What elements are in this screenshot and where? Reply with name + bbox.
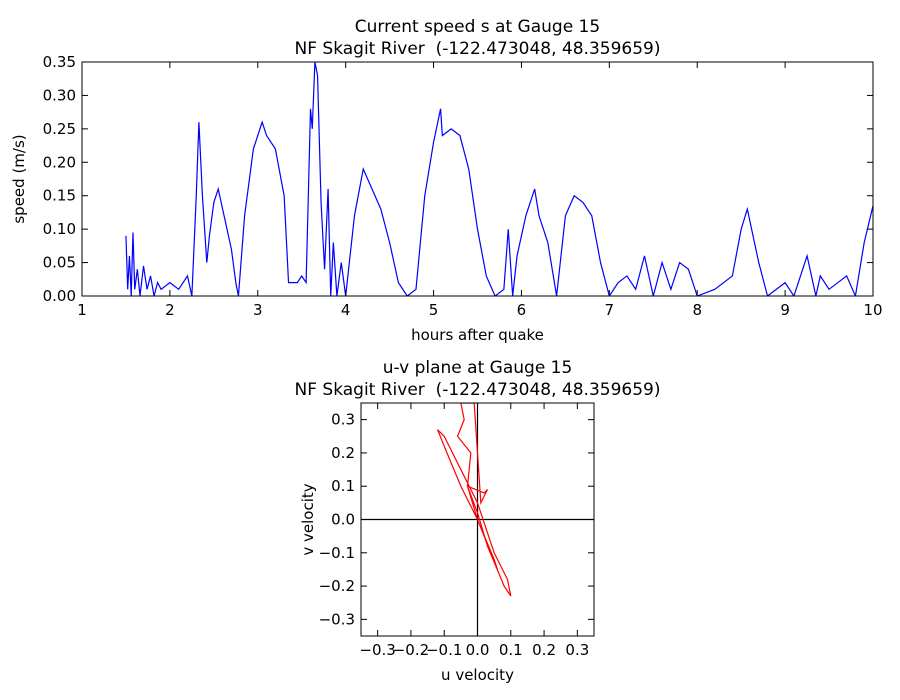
chart-subtitle: NF Skagit River (-122.473048, 48.359659) — [295, 39, 661, 59]
x-tick-label: 0.0 — [466, 641, 490, 659]
x-tick-label: 8 — [692, 301, 702, 319]
x-axis-label: u velocity — [441, 666, 514, 684]
x-tick-label: −0.1 — [426, 641, 462, 659]
y-tick-label: 0.2 — [331, 444, 355, 462]
x-tick-label: 0.1 — [499, 641, 523, 659]
x-tick-label: 6 — [517, 301, 527, 319]
y-tick-label: 0.05 — [43, 254, 76, 272]
x-axis-label: hours after quake — [411, 326, 544, 344]
x-tick-label: 0.3 — [565, 641, 589, 659]
data-line — [125, 62, 873, 296]
y-tick-label: 0.0 — [331, 511, 355, 529]
y-tick-label: 0.30 — [43, 86, 76, 104]
chart-subtitle: NF Skagit River (-122.473048, 48.359659) — [295, 380, 661, 400]
x-tick-label: −0.2 — [393, 641, 429, 659]
y-tick-label: 0.3 — [331, 411, 355, 429]
y-tick-label: −0.2 — [319, 577, 355, 595]
y-tick-label: 0.10 — [43, 220, 76, 238]
y-tick-label: 0.35 — [43, 53, 76, 71]
chart-title: Current speed s at Gauge 15 — [355, 17, 600, 37]
y-tick-label: 0.1 — [331, 477, 355, 495]
x-tick-label: 3 — [253, 301, 263, 319]
y-tick-label: 0.25 — [43, 120, 76, 138]
y-tick-label: −0.1 — [319, 544, 355, 562]
y-tick-label: 0.15 — [43, 187, 76, 205]
x-tick-label: 2 — [165, 301, 175, 319]
y-tick-label: 0.20 — [43, 153, 76, 171]
x-tick-label: 1 — [77, 301, 87, 319]
x-tick-label: 4 — [341, 301, 351, 319]
x-tick-label: 0.2 — [532, 641, 556, 659]
x-tick-label: −0.3 — [359, 641, 395, 659]
chart-title: u-v plane at Gauge 15 — [383, 358, 573, 378]
y-axis-label: speed (m/s) — [10, 134, 28, 223]
x-tick-label: 9 — [780, 301, 790, 319]
y-axis-label: v velocity — [299, 483, 317, 555]
y-tick-label: −0.3 — [319, 610, 355, 628]
y-tick-label: 0.00 — [43, 287, 76, 305]
data-line — [437, 403, 512, 597]
x-tick-label: 7 — [605, 301, 615, 319]
x-tick-label: 10 — [863, 301, 882, 319]
axes-frame — [81, 61, 874, 297]
x-tick-label: 5 — [429, 301, 439, 319]
